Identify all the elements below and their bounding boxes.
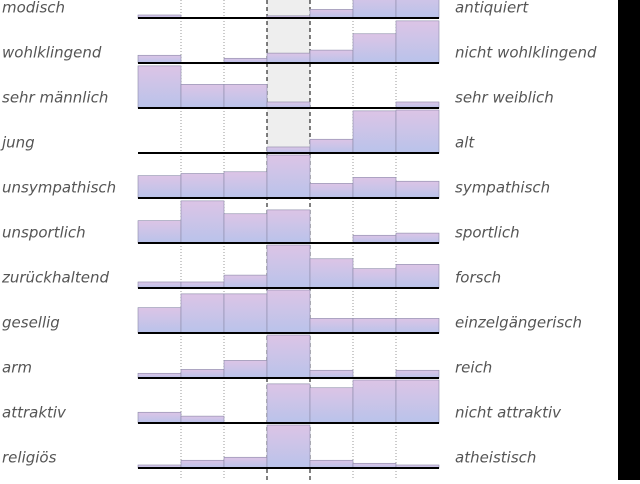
bar: [395, 109, 440, 154]
left-label: unsympathisch: [2, 179, 116, 197]
bar: [395, 369, 440, 379]
left-label: jung: [0, 134, 35, 152]
bar: [309, 49, 354, 64]
bar: [395, 232, 440, 244]
bar: [137, 220, 182, 244]
bar: [309, 138, 354, 154]
bar: [223, 213, 268, 244]
left-label: sehr männlich: [2, 89, 108, 107]
bar: [266, 424, 311, 469]
right-label: sportlich: [455, 224, 520, 242]
left-label: attraktiv: [2, 404, 67, 422]
bar: [266, 244, 311, 289]
left-label: wohlklingend: [2, 44, 102, 62]
bar: [180, 369, 225, 379]
left-label: gesellig: [2, 314, 60, 332]
bar: [395, 318, 440, 334]
bar: [223, 360, 268, 379]
bar: [395, 0, 440, 19]
bar: [266, 154, 311, 199]
bar: [395, 379, 440, 424]
right-label: einzelgängerisch: [455, 314, 582, 332]
right-label: atheistisch: [455, 449, 536, 467]
bar: [137, 65, 182, 109]
right-label: forsch: [455, 269, 501, 287]
bar: [309, 258, 354, 289]
bar: [266, 52, 311, 64]
bar: [266, 383, 311, 424]
bar: [309, 318, 354, 334]
bar: [137, 54, 182, 64]
bar: [180, 459, 225, 469]
right-label: antiquiert: [455, 0, 529, 17]
right-label: alt: [455, 134, 475, 152]
bar: [223, 84, 268, 109]
bar: [352, 268, 397, 289]
bar: [352, 318, 397, 334]
right-label: sehr weiblich: [455, 89, 554, 107]
bar: [352, 110, 397, 154]
bar: [223, 274, 268, 289]
bar: [266, 334, 311, 379]
bar: [352, 234, 397, 244]
bar: [352, 0, 397, 19]
bar: [180, 84, 225, 109]
bar: [223, 456, 268, 469]
bar: [352, 379, 397, 424]
bar: [137, 175, 182, 199]
bar: [395, 264, 440, 289]
bar: [309, 459, 354, 469]
right-label: sympathisch: [455, 179, 550, 197]
bar: [137, 307, 182, 334]
bar: [309, 9, 354, 19]
left-label: unsportlich: [2, 224, 86, 242]
bar: [266, 209, 311, 244]
left-label: zurückhaltend: [1, 269, 109, 287]
bar: [395, 20, 440, 64]
bar: [395, 180, 440, 199]
bar: [223, 171, 268, 199]
bar: [180, 173, 225, 199]
bar: [309, 387, 354, 424]
left-label: modisch: [2, 0, 65, 17]
edge-strip: [618, 0, 640, 480]
left-label: religiös: [2, 449, 57, 467]
bar: [309, 369, 354, 379]
right-label: nicht wohlklingend: [455, 44, 597, 62]
left-label: arm: [2, 359, 32, 377]
bar: [352, 33, 397, 64]
bar: [180, 415, 225, 424]
bar: [180, 200, 225, 244]
right-label: nicht attraktiv: [455, 404, 562, 422]
bar: [266, 289, 311, 334]
bar: [309, 183, 354, 199]
bar: [352, 177, 397, 199]
highlight-column: [267, 0, 310, 153]
bar: [180, 293, 225, 334]
bar: [137, 411, 182, 424]
right-label: reich: [455, 359, 492, 377]
bar: [223, 293, 268, 334]
